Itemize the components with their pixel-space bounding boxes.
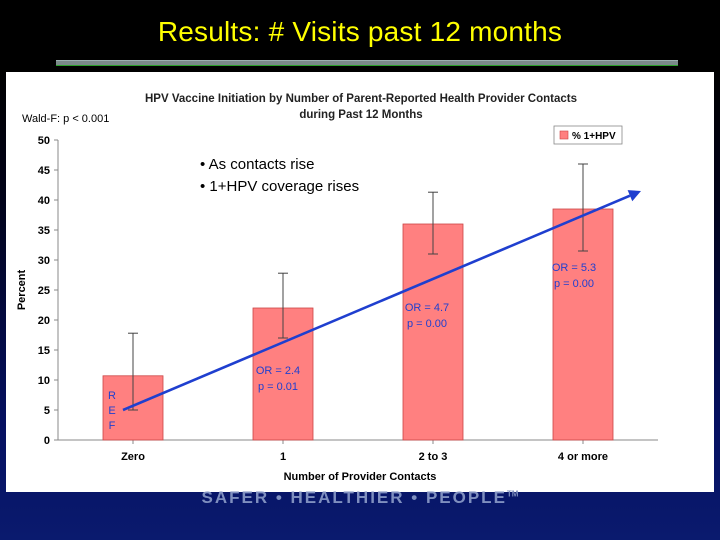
legend: % 1+HPV (553, 125, 623, 145)
y-tick-label: 40 (38, 195, 50, 207)
y-tick-label: 10 (38, 375, 50, 387)
legend-label: % 1+HPV (572, 131, 616, 142)
bar-3 (402, 223, 464, 441)
y-tick-label: 45 (38, 165, 50, 177)
trend-arrow (122, 190, 641, 412)
callout-line-1: • As contacts rise (200, 156, 314, 173)
error-bars (128, 163, 588, 411)
slide-title: Results: # Visits past 12 months (157, 16, 563, 47)
chart-title-line-1: HPV Vaccine Initiation by Number of Pare… (145, 93, 577, 105)
y-axis-label: Percent (16, 269, 28, 310)
y-tick-label: 25 (38, 285, 50, 297)
odds-ratio-1-p: p = 0.01 (258, 381, 298, 393)
chart-panel: HPV Vaccine Initiation by Number of Pare… (6, 72, 714, 492)
odds-ratio-3: OR = 5.3 p = 0.00 (552, 262, 596, 290)
callout-box: • As contacts rise • 1+HPV coverage rise… (192, 150, 384, 196)
callout-background (192, 150, 384, 196)
odds-ratio-2-p: p = 0.00 (407, 318, 447, 330)
odds-ratio-3-or: OR = 5.3 (552, 262, 596, 274)
title-divider (56, 60, 678, 66)
y-tick-label: 20 (38, 315, 50, 327)
footer-text: SAFER • HEALTHIER • PEOPLE (201, 488, 507, 507)
x-tick-label: Zero (121, 451, 145, 463)
y-tick-label: 50 (38, 135, 50, 147)
odds-ratio-2: OR = 4.7 p = 0.00 (405, 302, 449, 330)
trend-line (122, 194, 631, 412)
wald-test-label: Wald-F: p < 0.001 (22, 113, 109, 125)
footer-tagline: SAFER • HEALTHIER • PEOPLETM (0, 488, 720, 508)
y-tick-label: 5 (44, 405, 50, 417)
ref-letter-e: E (108, 405, 115, 417)
x-tick-label: 2 to 3 (419, 451, 448, 463)
x-tick-label: 4 or more (558, 451, 608, 463)
ref-label: R E F (108, 390, 116, 432)
bar-chart: HPV Vaccine Initiation by Number of Pare… (16, 93, 658, 483)
axes: 0 5 10 15 20 25 30 35 40 45 50 Zero 1 2 to 3 4 or more (38, 135, 658, 463)
y-tick-label: 35 (38, 225, 50, 237)
x-axis-label: Number of Provider Contacts (284, 471, 437, 483)
odds-ratio-1-or: OR = 2.4 (256, 365, 300, 377)
y-tick-label: 30 (38, 255, 50, 267)
x-tick-label: 1 (280, 451, 286, 463)
ref-letter-r: R (108, 390, 116, 402)
odds-ratio-2-or: OR = 4.7 (405, 302, 449, 314)
trend-arrowhead (627, 190, 641, 202)
odds-ratio-1: OR = 2.4 p = 0.01 (256, 365, 300, 393)
odds-ratio-3-p: p = 0.00 (554, 278, 594, 290)
y-tick-label: 15 (38, 345, 50, 357)
callout-line-2: • 1+HPV coverage rises (200, 178, 359, 195)
bars (102, 208, 614, 441)
y-tick-label: 0 (44, 435, 50, 447)
chart-title-line-2: during Past 12 Months (299, 109, 422, 121)
legend-frame (553, 125, 623, 145)
footer-trademark: TM (506, 489, 519, 499)
ref-letter-f: F (109, 420, 116, 432)
legend-swatch (559, 130, 569, 140)
